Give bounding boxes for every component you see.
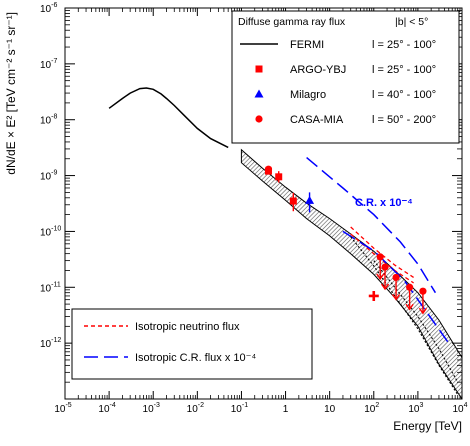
y-tick-label-2-base: 10 xyxy=(40,227,52,238)
y-tick-label-5-base: 10 xyxy=(40,60,52,71)
x-tick-label-2-base: 10 xyxy=(143,404,155,415)
data-point-9 xyxy=(419,287,427,295)
y-tick-label-3-exp: -9 xyxy=(51,170,57,177)
series-line-4 xyxy=(342,230,450,344)
x-tick-label-4-base: 10 xyxy=(231,404,243,415)
x-tick-label-1-exp: -4 xyxy=(110,402,116,409)
upper-limit-arrow-5 xyxy=(376,273,385,281)
upper-limit-arrow-9 xyxy=(418,307,427,315)
y-tick-label-5-exp: -7 xyxy=(51,58,57,65)
data-point-7 xyxy=(392,273,400,282)
y-tick-label-2-exp: -10 xyxy=(51,225,61,232)
x-tick-label-3-exp: -2 xyxy=(198,402,204,409)
legend-top-swatch-1 xyxy=(255,65,263,73)
y-tick-label-6: 10-6 xyxy=(40,2,57,15)
x-axis-label: Energy [TeV] xyxy=(393,419,462,433)
legend-bottom-name-0: Isotropic neutrino flux xyxy=(135,321,240,333)
plot-frame xyxy=(64,7,463,400)
y-tick-label-2: 10-10 xyxy=(40,225,61,238)
x-tick-label-3: 10-2 xyxy=(187,402,204,415)
data-point-10 xyxy=(368,290,379,301)
x-tick-label-1: 10-4 xyxy=(98,402,115,415)
x-tick-label-4: 10-1 xyxy=(231,402,248,415)
x-tick-label-6: 10 xyxy=(324,404,336,415)
x-tick-label-8: 103 xyxy=(408,402,423,415)
legend-top-range-3: l = 50° - 200° xyxy=(372,114,436,126)
y-tick-label-6-base: 10 xyxy=(40,4,52,15)
series-line-0 xyxy=(108,87,229,149)
legend-top-title: Diffuse gamma ray flux xyxy=(238,16,346,28)
x-tick-label-4-exp: -1 xyxy=(242,402,248,409)
y-tick-label-4: 10-8 xyxy=(40,114,57,127)
x-tick-label-6-base: 10 xyxy=(324,404,336,415)
y-tick-label-0: 10-12 xyxy=(40,337,61,350)
x-tick-label-5: 1 xyxy=(283,404,289,415)
y-tick-label-4-exp: -8 xyxy=(51,114,57,121)
legend-bottom-name-1: Isotropic C.R. flux x 10⁻⁴ xyxy=(135,352,256,364)
y-axis-label: dN/dE × E² [TeV cm⁻² s⁻¹ sr⁻¹] xyxy=(4,12,18,175)
x-tick-label-0-base: 10 xyxy=(54,404,66,415)
upper-limit-arrow-8 xyxy=(405,303,414,311)
data-point-8 xyxy=(406,283,414,291)
y-tick-label-5: 10-7 xyxy=(40,58,57,71)
x-tick-label-1-base: 10 xyxy=(98,404,110,415)
legend-top-title-right: |b| < 5° xyxy=(395,16,428,28)
x-tick-label-2: 10-3 xyxy=(143,402,160,415)
x-tick-label-3-base: 10 xyxy=(187,404,199,415)
y-tick-label-1: 10-11 xyxy=(40,281,61,294)
legend-top-swatch-2 xyxy=(254,89,264,98)
y-tick-label-0-base: 10 xyxy=(40,339,52,350)
legend-top-name-0: FERMI xyxy=(290,39,324,51)
x-tick-label-7-base: 10 xyxy=(364,404,376,415)
x-tick-label-9-base: 10 xyxy=(452,404,464,415)
series-line-3 xyxy=(306,157,437,294)
x-tick-label-9-exp: 4 xyxy=(464,402,468,409)
y-tick-label-3: 10-9 xyxy=(40,170,57,183)
y-tick-label-1-exp: -11 xyxy=(51,281,61,288)
y-tick-label-6-exp: -6 xyxy=(51,2,57,9)
x-tick-label-7: 102 xyxy=(364,402,379,415)
y-tick-label-1-base: 10 xyxy=(40,283,52,294)
legend-top-swatch-3 xyxy=(255,115,263,123)
x-tick-label-8-exp: 3 xyxy=(419,402,423,409)
x-tick-label-0: 10-5 xyxy=(54,402,71,415)
series-line-5 xyxy=(350,236,459,395)
legend-top-range-0: l = 25° - 100° xyxy=(372,39,436,51)
data-point-4 xyxy=(264,165,273,173)
y-tick-label-4-base: 10 xyxy=(40,116,52,127)
legend-top-box xyxy=(231,10,460,144)
x-tick-label-2-exp: -3 xyxy=(154,402,160,409)
legend-top-name-2: Milagro xyxy=(290,89,326,101)
model-uncertainty-band xyxy=(240,148,462,399)
y-tick-label-0-exp: -12 xyxy=(51,337,61,344)
x-tick-label-9: 104 xyxy=(452,402,467,415)
data-point-3 xyxy=(305,195,315,204)
data-point-6 xyxy=(381,263,389,271)
x-tick-label-7-exp: 2 xyxy=(375,402,379,409)
legend-top-range-1: l = 25° - 100° xyxy=(372,64,436,76)
x-tick-label-5-base: 1 xyxy=(283,404,289,415)
series-line-1 xyxy=(350,226,414,278)
y-tick-label-3-base: 10 xyxy=(40,172,52,183)
legend-bottom-box xyxy=(71,308,313,380)
legend-top-name-3: CASA-MIA xyxy=(290,114,344,126)
legend-top-range-2: l = 40° - 100° xyxy=(372,89,436,101)
upper-limit-arrow-6 xyxy=(380,283,390,291)
x-tick-label-8-base: 10 xyxy=(408,404,420,415)
data-point-5 xyxy=(376,253,384,261)
data-point-2 xyxy=(289,197,297,205)
legend-top-name-1: ARGO-YBJ xyxy=(290,64,346,76)
data-point-1 xyxy=(275,173,283,181)
x-tick-label-0-exp: -5 xyxy=(65,402,71,409)
cr-annotation: C.R. x 10⁻⁴ xyxy=(355,197,413,209)
upper-limit-arrow-7 xyxy=(391,294,401,301)
